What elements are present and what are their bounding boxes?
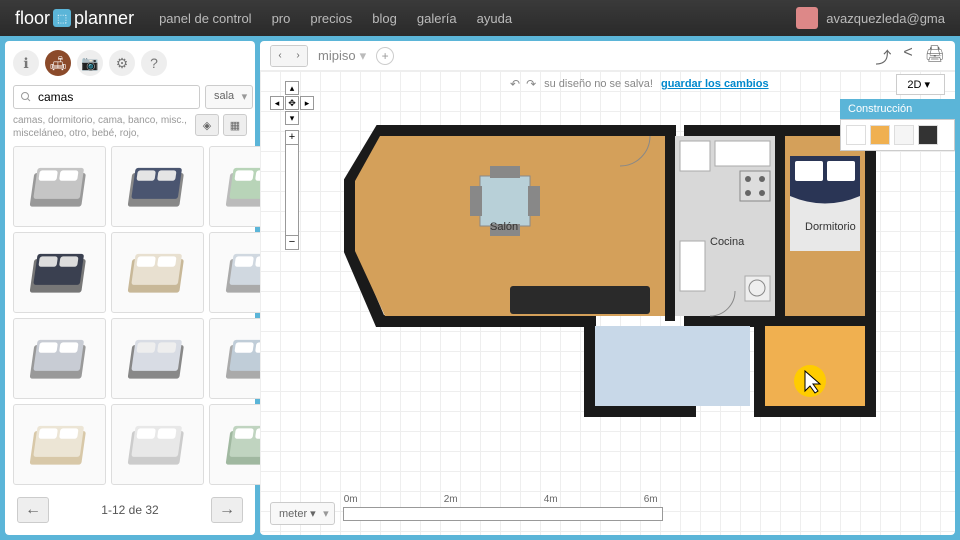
help-icon[interactable]: ? [141, 50, 167, 76]
furniture-item-9[interactable] [13, 404, 106, 485]
undo-icon[interactable]: ↶ [510, 77, 520, 91]
project-name[interactable]: mipiso▾ [318, 48, 366, 64]
pagination: ← 1-12 de 32 → [13, 493, 247, 527]
search-row: sala [13, 85, 247, 109]
settings-icon[interactable]: ⚙ [109, 50, 135, 76]
floorplan[interactable] [330, 121, 890, 431]
panel-header: Construcción [840, 99, 955, 119]
zoom-in-button[interactable]: + [286, 131, 298, 145]
logo-text-2: planner [74, 8, 134, 29]
zoom-out-button[interactable]: − [286, 235, 298, 249]
pan-center-button[interactable]: ✥ [285, 96, 299, 110]
user-email: avazquezleda@gma [826, 11, 945, 26]
print-icon[interactable]: 🖨 [925, 44, 945, 68]
furniture-grid [13, 146, 247, 485]
logo-icon: ⬚ [53, 9, 71, 27]
canvas-toolbar: ‹ › mipiso▾ + ⤴ < 🖨 [260, 41, 955, 71]
content: ℹ 🛋 📷 ⚙ ? sala camas, dormitorio, cama, … [0, 36, 960, 540]
furniture-item-3[interactable] [13, 232, 106, 313]
nav-ayuda[interactable]: ayuda [477, 11, 512, 26]
furniture-item-0[interactable] [13, 146, 106, 227]
history-nav: ‹ › [270, 45, 308, 67]
nav-precios[interactable]: precios [310, 11, 352, 26]
sidebar-toolbar: ℹ 🛋 📷 ⚙ ? [13, 49, 247, 77]
nav-blog[interactable]: blog [372, 11, 397, 26]
back-button[interactable]: ‹ [271, 46, 289, 66]
pan-up-button[interactable]: ▴ [285, 81, 299, 95]
furniture-icon[interactable]: 🛋 [45, 50, 71, 76]
share-icon[interactable]: < [903, 44, 912, 68]
info-icon[interactable]: ℹ [13, 50, 39, 76]
pan-down-button[interactable]: ▾ [285, 111, 299, 125]
nav-galeria[interactable]: galería [417, 11, 457, 26]
zoom-slider[interactable]: + − [285, 130, 299, 250]
canvas-actions: ⤴ < 🖨 [875, 44, 945, 68]
tool-wall[interactable] [894, 125, 914, 145]
export-icon[interactable]: ⤴ [875, 44, 891, 68]
unit-dropdown[interactable]: meter ▾ [270, 502, 335, 525]
logo[interactable]: floor ⬚ planner [15, 8, 134, 29]
furniture-item-7[interactable] [111, 318, 204, 399]
view-3d-button[interactable]: ◈ [195, 114, 219, 136]
tool-3d[interactable] [846, 125, 866, 145]
logo-text-1: floor [15, 8, 50, 29]
furniture-item-1[interactable] [111, 146, 204, 227]
label-salon: Salón [490, 221, 518, 233]
forward-button[interactable]: › [289, 46, 307, 66]
furniture-item-4[interactable] [111, 232, 204, 313]
redo-icon[interactable]: ↷ [526, 77, 536, 91]
pan-controls: ▴ ◂ ✥ ▸ ▾ + − [270, 81, 314, 250]
view-2d-button[interactable]: ▦ [223, 114, 247, 136]
save-link[interactable]: guardar los cambios [661, 78, 769, 90]
search-input[interactable] [13, 85, 200, 109]
panel-tools [840, 119, 955, 151]
page-info: 1-12 de 32 [101, 503, 158, 517]
search-tags: camas, dormitorio, cama, banco, misc., m… [13, 114, 189, 140]
furniture-item-6[interactable] [13, 318, 106, 399]
nav-pro[interactable]: pro [272, 11, 291, 26]
construction-panel: Construcción [840, 99, 955, 151]
category-dropdown[interactable]: sala [205, 85, 253, 109]
label-dormitorio: Dormitorio [805, 221, 856, 233]
tool-floor[interactable] [870, 125, 890, 145]
scale-bar: meter ▾ 0m 2m 4m 6m [270, 502, 663, 525]
sidebar: ℹ 🛋 📷 ⚙ ? sala camas, dormitorio, cama, … [5, 41, 255, 535]
pan-left-button[interactable]: ◂ [270, 96, 284, 110]
pan-right-button[interactable]: ▸ [300, 96, 314, 110]
label-cocina: Cocina [710, 236, 744, 248]
top-navbar: floor ⬚ planner panel de control pro pre… [0, 0, 960, 36]
view-toggle: ◈ ▦ [195, 114, 247, 136]
avatar [796, 7, 818, 29]
photos-icon[interactable]: 📷 [77, 50, 103, 76]
prev-page-button[interactable]: ← [17, 497, 49, 523]
view-mode-dropdown[interactable]: 2D ▾ [896, 74, 945, 95]
status-row: ↶ ↷ su diseño no se salva! guardar los c… [510, 77, 769, 91]
next-page-button[interactable]: → [211, 497, 243, 523]
nav-panel-control[interactable]: panel de control [159, 11, 252, 26]
add-project-button[interactable]: + [376, 47, 394, 65]
tool-door[interactable] [918, 125, 938, 145]
scale-ruler: 0m 2m 4m 6m [343, 507, 663, 521]
canvas-area: ‹ › mipiso▾ + ⤴ < 🖨 ↶ ↷ su diseño no se … [260, 41, 955, 535]
save-status: su diseño no se salva! [544, 78, 653, 90]
furniture-item-10[interactable] [111, 404, 204, 485]
user-area[interactable]: avazquezleda@gma [796, 7, 945, 29]
